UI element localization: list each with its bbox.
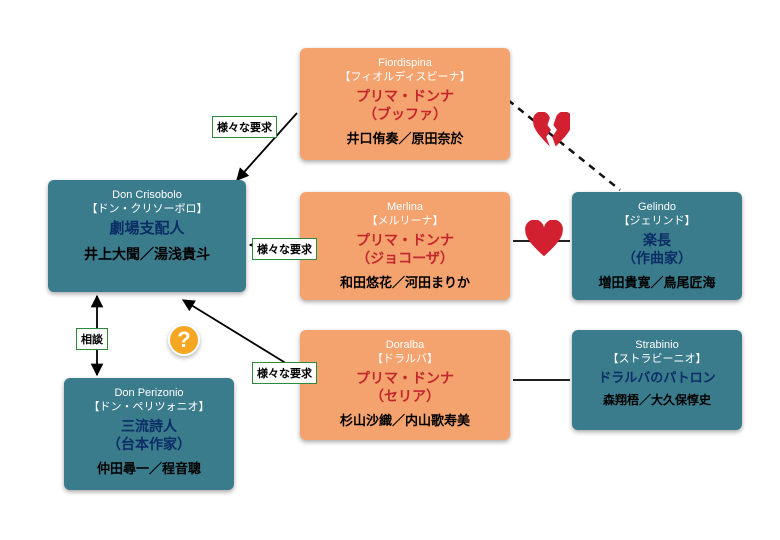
node-merlina: Merlina【メルリーナ】プリマ・ドンナ（ジョコーザ） 和田悠花／河田まりか <box>300 192 510 300</box>
node-ename: Doralba <box>306 338 504 352</box>
node-role: 三流詩人 <box>70 417 228 436</box>
node-doralba: Doralba【ドラルバ】プリマ・ドンナ（セリア） 杉山沙織／内山歌寿美 <box>300 330 510 440</box>
node-ename: Merlina <box>306 200 504 214</box>
node-role2: （ブッファ） <box>306 105 504 124</box>
node-jname: 【メルリーナ】 <box>306 214 504 228</box>
node-cast: 仲田尋一／程音聰 <box>70 460 228 478</box>
node-jname: 【ドン・ペリツォニオ】 <box>70 400 228 414</box>
broken-heart-icon <box>532 112 570 155</box>
node-cast: 森翔梧／大久保惇史 <box>578 392 736 408</box>
edge-label-req1: 様々な要求 <box>212 116 277 138</box>
node-don_crisobolo: Don Crisobolo【ドン・クリソーボロ】劇場支配人井上大聞／湯浅貴斗 <box>48 180 246 292</box>
node-cast: 井口侑奏／原田奈於 <box>306 130 504 148</box>
node-ename: Don Perizonio <box>70 386 228 400</box>
heart-icon <box>524 220 564 265</box>
edge-label-req2: 様々な要求 <box>252 238 317 260</box>
node-ename: Strabinio <box>578 338 736 352</box>
question-mark-badge: ? <box>168 324 200 356</box>
node-role2: （台本作家） <box>70 435 228 454</box>
node-jname: 【ストラビーニオ】 <box>578 352 736 366</box>
node-role: プリマ・ドンナ <box>306 231 504 250</box>
node-ename: Don Crisobolo <box>54 188 240 202</box>
node-gelindo: Gelindo【ジェリンド】楽長（作曲家） 増田貴寛／鳥尾匠海 <box>572 192 742 300</box>
node-jname: 【フィオルディスピーナ】 <box>306 70 504 84</box>
node-role2: （作曲家） <box>578 249 736 268</box>
node-cast: 井上大聞／湯浅貴斗 <box>54 245 240 264</box>
node-ename: Fiordispina <box>306 56 504 70</box>
node-role: 楽長 <box>578 231 736 250</box>
node-fiordispina: Fiordispina【フィオルディスピーナ】プリマ・ドンナ（ブッファ） 井口侑奏… <box>300 48 510 160</box>
node-cast: 杉山沙織／内山歌寿美 <box>306 412 504 430</box>
node-jname: 【ドラルバ】 <box>306 352 504 366</box>
question-mark-text: ? <box>177 327 190 353</box>
node-jname: 【ドン・クリソーボロ】 <box>54 202 240 216</box>
node-role: プリマ・ドンナ <box>306 369 504 388</box>
edge-label-req3: 様々な要求 <box>252 362 317 384</box>
node-ename: Gelindo <box>578 200 736 214</box>
node-role: ドラルバのパトロン <box>578 369 736 387</box>
node-role: プリマ・ドンナ <box>306 87 504 106</box>
node-role2: （セリア） <box>306 387 504 406</box>
node-role: 劇場支配人 <box>54 219 240 239</box>
node-jname: 【ジェリンド】 <box>578 214 736 228</box>
node-cast: 増田貴寛／鳥尾匠海 <box>578 274 736 292</box>
edge-label-consult: 相談 <box>76 328 108 350</box>
node-strabinio: Strabinio【ストラビーニオ】ドラルバのパトロン森翔梧／大久保惇史 <box>572 330 742 430</box>
edge-2 <box>183 300 297 370</box>
node-don_perizonio: Don Perizonio【ドン・ペリツォニオ】三流詩人（台本作家） 仲田尋一／程… <box>64 378 234 490</box>
node-role2: （ジョコーザ） <box>306 249 504 268</box>
node-cast: 和田悠花／河田まりか <box>306 274 504 292</box>
